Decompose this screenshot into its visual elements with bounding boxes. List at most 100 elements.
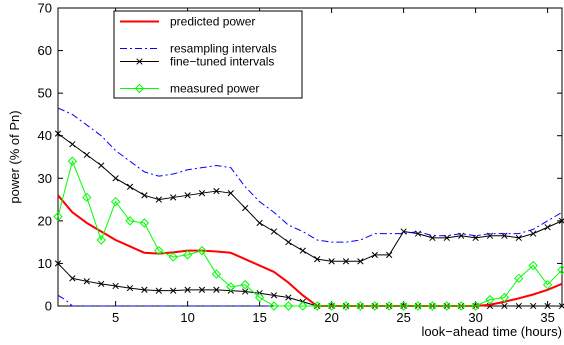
- fine-tuned-intervals-point: [256, 219, 263, 227]
- x-axis-label: look−ahead time (hours): [421, 324, 562, 339]
- fine-tuned-intervals-point: [126, 183, 134, 190]
- series-3-point: [98, 280, 105, 288]
- fine-tuned-intervals-point: [54, 130, 62, 137]
- fine-tuned-intervals-point: [544, 224, 551, 231]
- measured-power-point: [211, 269, 222, 279]
- fine-tuned-intervals-point: [371, 251, 378, 259]
- measured-power-point: [370, 301, 380, 311]
- legend-marker: [134, 83, 145, 94]
- fine-tuned-intervals-point: [184, 192, 191, 199]
- series-3-point: [126, 284, 134, 292]
- fine-tuned-intervals-point: [98, 162, 105, 169]
- legend-label: measured power: [170, 82, 259, 96]
- measured-power-point: [398, 301, 409, 311]
- y-tick-label: 20: [38, 213, 52, 228]
- measured-power-point: [168, 252, 178, 262]
- series-3-point: [170, 287, 177, 294]
- predicted-power-series: [57, 194, 563, 307]
- fine-tuned-intervals-line: [57, 133, 563, 262]
- measured-power-point: [240, 280, 250, 290]
- series-3-point: [83, 278, 90, 285]
- fine-tuned-intervals-point: [112, 175, 119, 182]
- legend-item-predicted-power: predicted power: [120, 15, 255, 29]
- series-3-point: [242, 288, 249, 295]
- measured-power-point: [197, 245, 207, 256]
- measured-power-point: [110, 196, 121, 207]
- series-3-point: [213, 286, 220, 293]
- measured-power-point: [341, 301, 351, 311]
- legend-box: [113, 10, 303, 99]
- fine-tuned-intervals-point: [83, 151, 90, 159]
- legend-label: resampling intervals: [170, 42, 277, 56]
- measured-power-point: [326, 301, 337, 311]
- y-tick-label: 60: [38, 43, 52, 58]
- axis-ticks: 5 10 15 20 25 30 35 0 10 20 30 40 50 60 70: [38, 1, 562, 325]
- x-tick-label: 25: [396, 310, 410, 325]
- measured-power-point: [413, 301, 423, 311]
- fine-tuned-intervals-point: [270, 228, 278, 235]
- x-tick-label: 10: [180, 310, 194, 325]
- measured-power-point: [96, 235, 106, 245]
- legend-item-fine-tuned-intervals: fine−tuned intervals: [120, 55, 274, 69]
- legend: predicted power resampling intervalsfine−…: [113, 10, 303, 99]
- series-3-point: [54, 260, 62, 267]
- fine-tuned-intervals-point: [515, 234, 522, 242]
- measured-power-point: [456, 301, 466, 311]
- legend-item-measured-power: measured power: [120, 82, 259, 96]
- measured-power-point: [283, 301, 294, 311]
- fine-tuned-intervals-point: [285, 238, 292, 246]
- measured-power-point: [312, 301, 322, 311]
- x-tick-label: 5: [112, 310, 119, 325]
- measured-power-point: [269, 301, 279, 311]
- fine-tuned-intervals-point: [198, 190, 206, 197]
- measured-power-point: [384, 301, 394, 311]
- measured-power-point: [125, 216, 135, 226]
- series-3-point: [285, 294, 292, 301]
- measured-power-point: [470, 301, 481, 311]
- measured-power-point: [485, 294, 495, 305]
- fine-tuned-intervals-point: [386, 251, 393, 259]
- measured-power-point: [542, 280, 553, 290]
- measured-power-series: [53, 156, 564, 311]
- fine-tuned-intervals-point: [357, 258, 364, 265]
- measured-power-point: [298, 301, 308, 311]
- fine-tuned-intervals-series: [54, 130, 564, 265]
- measured-power-point: [427, 301, 438, 311]
- measured-power-point: [226, 282, 236, 292]
- fine-tuned-intervals-point: [242, 204, 249, 212]
- fine-tuned-intervals-point: [328, 258, 335, 265]
- resampling-intervals-series: [57, 107, 563, 243]
- measured-power-point: [82, 192, 92, 203]
- series-3-point: [530, 302, 537, 310]
- fine-tuned-intervals-point: [69, 141, 76, 148]
- measured-power-point: [514, 273, 524, 284]
- x-tick-label: 30: [468, 310, 482, 325]
- fine-tuned-intervals-point: [155, 196, 162, 203]
- y-tick-label: 40: [38, 128, 52, 143]
- series-3-point: [69, 275, 76, 282]
- x-tick-label: 20: [324, 310, 338, 325]
- y-tick-label: 0: [45, 299, 52, 314]
- fine-tuned-intervals-point: [530, 230, 537, 237]
- fine-tuned-intervals-point: [141, 192, 148, 199]
- y-tick-label: 30: [38, 171, 52, 186]
- series-3-point: [515, 302, 522, 310]
- measured-power-point: [182, 250, 193, 260]
- series-3-point: [112, 282, 119, 290]
- series-3-point: [198, 286, 206, 293]
- measured-power-point: [355, 301, 366, 311]
- y-tick-label: 50: [38, 86, 52, 101]
- predicted-power-line: [57, 194, 563, 307]
- legend-label: predicted power: [170, 15, 255, 29]
- measured-power-point: [557, 265, 564, 275]
- y-tick-label: 70: [38, 1, 52, 16]
- y-axis-label: power (% of Pn): [7, 110, 22, 203]
- series-3-point: [184, 286, 191, 293]
- series-3-point: [155, 287, 162, 294]
- measured-power-point: [67, 156, 78, 166]
- fine-tuned-intervals-point: [213, 187, 220, 195]
- legend-marker: [136, 58, 143, 65]
- fine-tuned-intervals-point: [170, 194, 177, 201]
- measured-power-point: [499, 292, 510, 303]
